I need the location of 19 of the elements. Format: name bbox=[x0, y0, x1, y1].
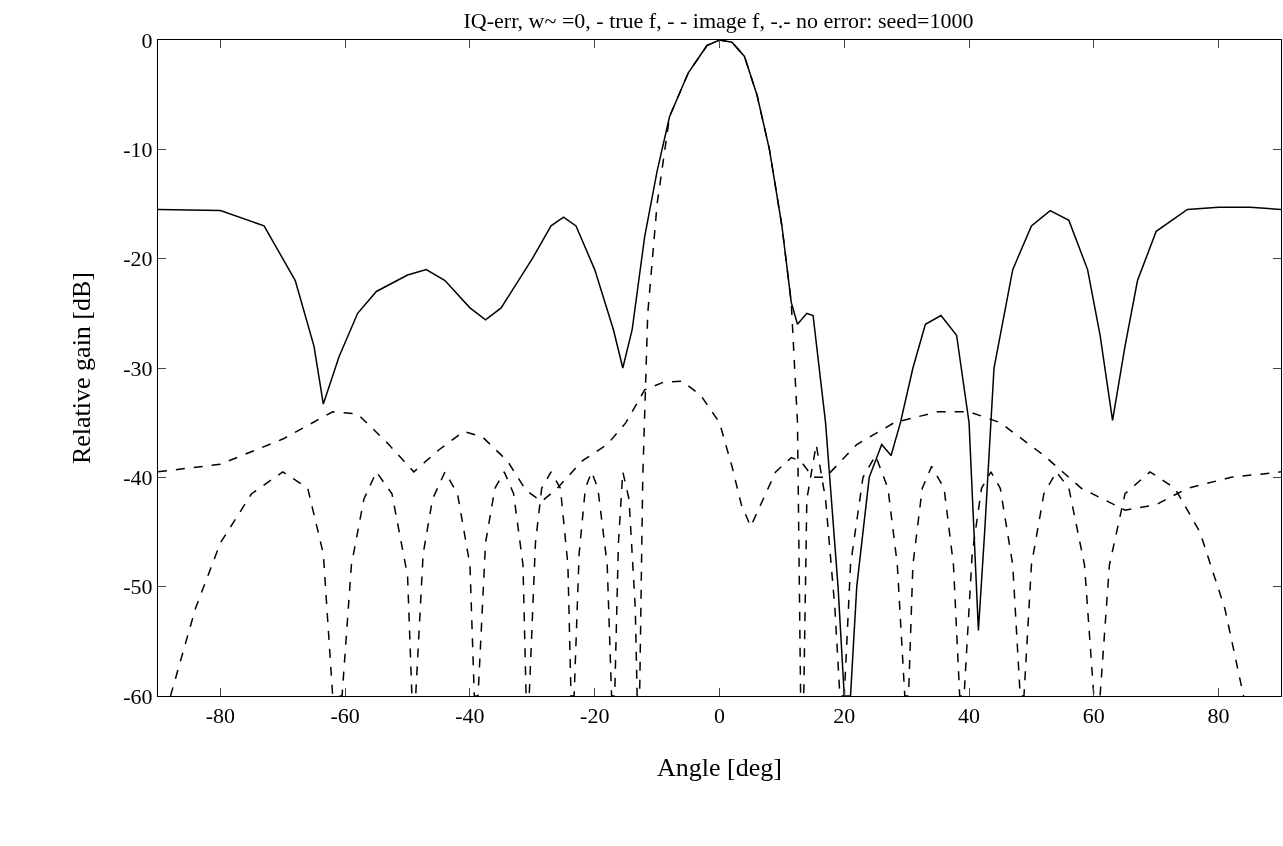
y-tick-label: -40 bbox=[123, 465, 153, 491]
y-tick-label: -60 bbox=[123, 683, 153, 709]
x-axis-title: Angle [deg] bbox=[657, 753, 782, 783]
x-tick-label: 20 bbox=[833, 703, 856, 729]
x-tick-label: -20 bbox=[580, 703, 610, 729]
x-tick-label: 0 bbox=[714, 703, 725, 729]
x-tick-label: 40 bbox=[958, 703, 981, 729]
y-tick-label: -20 bbox=[123, 246, 153, 272]
y-tick-label: 0 bbox=[141, 27, 153, 53]
y-tick-label: -10 bbox=[123, 137, 153, 163]
x-tick-label: -40 bbox=[455, 703, 485, 729]
y-axis-title: Relative gain [dB] bbox=[66, 271, 96, 465]
x-tick-label: 80 bbox=[1207, 703, 1230, 729]
x-tick-label: -80 bbox=[205, 703, 236, 729]
x-tick-label: -60 bbox=[330, 703, 360, 729]
y-tick-label: -50 bbox=[123, 574, 153, 600]
x-tick-label: 60 bbox=[1082, 703, 1105, 729]
chart-title: IQ-err, w~ =0, - true f, - - image f, -.- no error: seed=1000 bbox=[463, 8, 974, 34]
y-tick-label: -30 bbox=[123, 355, 153, 381]
